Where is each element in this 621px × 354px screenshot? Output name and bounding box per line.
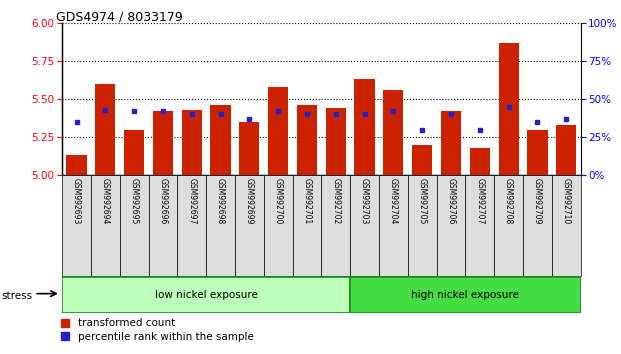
Text: GSM992694: GSM992694 — [101, 178, 110, 225]
Text: GSM992700: GSM992700 — [274, 178, 283, 225]
Bar — [297, 105, 317, 175]
Bar — [148, 175, 178, 276]
Bar — [523, 175, 552, 276]
Bar — [441, 111, 461, 175]
Text: stress: stress — [1, 291, 32, 301]
Text: GSM992710: GSM992710 — [562, 178, 571, 224]
Bar — [383, 90, 404, 175]
Bar — [465, 175, 494, 276]
Bar — [95, 84, 116, 175]
Bar — [379, 175, 408, 276]
Text: GSM992709: GSM992709 — [533, 178, 542, 225]
Text: GDS4974 / 8033179: GDS4974 / 8033179 — [56, 11, 183, 24]
Bar — [120, 175, 148, 276]
Text: GSM992693: GSM992693 — [72, 178, 81, 225]
Bar — [556, 125, 576, 175]
Text: GSM992695: GSM992695 — [130, 178, 138, 225]
Bar — [350, 175, 379, 276]
Bar — [408, 175, 437, 276]
Bar — [264, 175, 292, 276]
Text: GSM992703: GSM992703 — [360, 178, 369, 225]
FancyBboxPatch shape — [62, 277, 350, 313]
Bar — [325, 108, 346, 175]
Bar — [437, 175, 465, 276]
Legend: transformed count, percentile rank within the sample: transformed count, percentile rank withi… — [61, 319, 253, 342]
Bar — [469, 148, 490, 175]
Bar — [66, 155, 86, 175]
Bar — [182, 110, 202, 175]
Text: GSM992705: GSM992705 — [418, 178, 427, 225]
Text: low nickel exposure: low nickel exposure — [155, 290, 258, 300]
FancyBboxPatch shape — [350, 277, 581, 313]
Text: high nickel exposure: high nickel exposure — [412, 290, 519, 300]
Bar — [211, 105, 230, 175]
Bar — [206, 175, 235, 276]
Bar — [91, 175, 120, 276]
Text: GSM992702: GSM992702 — [331, 178, 340, 224]
Bar — [239, 122, 260, 175]
Bar — [235, 175, 264, 276]
Bar — [292, 175, 322, 276]
Bar — [268, 87, 288, 175]
Bar — [322, 175, 350, 276]
Bar — [412, 145, 432, 175]
Text: GSM992701: GSM992701 — [302, 178, 312, 224]
Text: GSM992706: GSM992706 — [446, 178, 455, 225]
Bar — [62, 175, 91, 276]
Text: GSM992699: GSM992699 — [245, 178, 254, 225]
Text: GSM992704: GSM992704 — [389, 178, 398, 225]
Bar — [499, 43, 519, 175]
Bar — [178, 175, 206, 276]
Text: GSM992696: GSM992696 — [158, 178, 168, 225]
Bar — [153, 111, 173, 175]
Bar — [494, 175, 523, 276]
Bar — [124, 130, 144, 175]
Bar — [552, 175, 581, 276]
Text: GSM992708: GSM992708 — [504, 178, 513, 224]
Bar — [527, 130, 548, 175]
Text: GSM992697: GSM992697 — [188, 178, 196, 225]
Text: GSM992698: GSM992698 — [216, 178, 225, 224]
Text: GSM992707: GSM992707 — [475, 178, 484, 225]
Bar — [355, 79, 374, 175]
